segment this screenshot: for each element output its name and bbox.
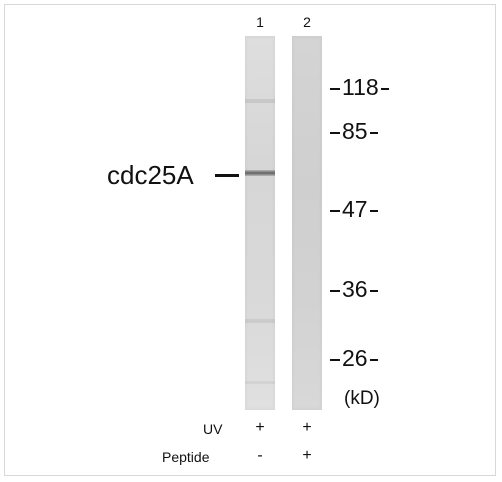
marker-85: 85 [330,118,378,144]
lane-number-2: 2 [303,14,311,30]
lane-2 [292,36,322,410]
faint-band [245,99,275,103]
uv-lane-1-sign: + [255,419,265,436]
marker-tick [369,131,378,134]
marker-tick [369,358,378,361]
uv-lane-2-sign: + [302,419,312,436]
marker-label: 47 [342,196,368,222]
marker-tick [330,131,340,134]
target-dash [215,174,239,177]
peptide-lane-2-sign: + [302,447,312,464]
marker-tick [369,209,378,212]
unit-label: (kD) [344,388,380,409]
uv-row-label: UV [203,421,223,437]
marker-label: 85 [342,118,368,144]
marker-36: 36 [330,276,378,302]
target-label: cdc25A [107,160,194,190]
lane-1 [245,36,275,410]
faint-band [245,381,275,384]
marker-tick [330,358,340,361]
lane-number-1: 1 [256,14,264,30]
marker-26: 26 [330,345,378,371]
peptide-row-label: Peptide [162,449,210,465]
marker-tick [330,87,340,90]
marker-tick [330,289,340,292]
marker-tick [330,209,340,212]
marker-47: 47 [330,196,378,222]
peptide-lane-1-sign: - [257,447,263,464]
marker-label: 118 [342,74,379,100]
marker-label: 36 [342,276,368,302]
marker-label: 26 [342,345,368,371]
target-band [245,170,275,176]
marker-tick [369,289,378,292]
marker-tick [380,87,389,90]
faint-band [245,319,275,323]
marker-118: 118 [330,74,389,100]
